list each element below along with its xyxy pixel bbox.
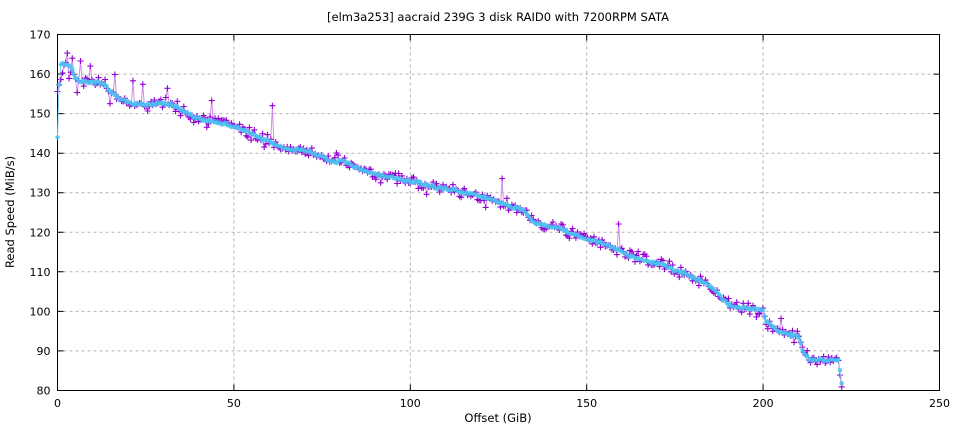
y-tick-label: 100 [30,305,51,318]
y-tick-label: 170 [30,29,51,42]
y-axis-label: Read Speed (MiB/s) [3,156,17,268]
x-tick-label: 0 [54,397,61,410]
x-tick-label: 200 [753,397,774,410]
grid-lines [57,34,940,391]
y-tick-label: 150 [30,108,51,121]
plot-border [57,34,940,391]
average-asterisk-markers [55,60,845,386]
chart-title: [elm3a253] aacraid 239G 3 disk RAID0 wit… [327,10,669,24]
x-tick-label: 50 [227,397,241,410]
x-tick-label: 150 [576,397,597,410]
y-tick-label: 130 [30,187,51,200]
y-tick-label: 80 [37,385,51,398]
y-tick-label: 120 [30,226,51,239]
x-tick-label: 250 [929,397,950,410]
y-tick-label: 160 [30,68,51,81]
plot-area: 0 50 100 150 200 250 80 90 100 110 120 130 140 150 160… [30,29,951,411]
y-tick-label: 90 [37,345,51,358]
axis-ticks [57,34,940,391]
x-tick-label: 100 [400,397,421,410]
y-tick-label: 140 [30,147,51,160]
y-tick-label: 110 [30,266,51,279]
scatter-plus-markers [54,50,845,390]
x-axis-label: Offset (GiB) [464,411,531,425]
